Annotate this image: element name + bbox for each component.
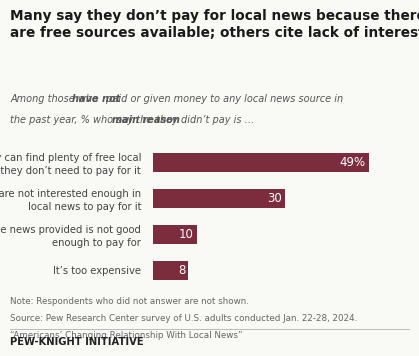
Text: 8: 8 xyxy=(178,264,185,277)
Text: Among those who: Among those who xyxy=(10,94,101,104)
Text: Source: Pew Research Center survey of U.S. adults conducted Jan. 22-28, 2024.: Source: Pew Research Center survey of U.… xyxy=(10,314,358,323)
Text: PEW-KNIGHT INITIATIVE: PEW-KNIGHT INITIATIVE xyxy=(10,337,144,347)
Text: “Americans’ Changing Relationship With Local News”: “Americans’ Changing Relationship With L… xyxy=(10,331,243,340)
Bar xyxy=(153,153,369,172)
Text: have not: have not xyxy=(72,94,121,104)
Text: 49%: 49% xyxy=(340,156,366,169)
Text: Many say they don’t pay for local news because there
are free sources available;: Many say they don’t pay for local news b… xyxy=(10,9,419,40)
Text: 30: 30 xyxy=(267,192,282,205)
Text: Note: Respondents who did not answer are not shown.: Note: Respondents who did not answer are… xyxy=(10,297,249,306)
Text: paid or given money to any local news source in: paid or given money to any local news so… xyxy=(103,94,343,104)
Text: they didn’t pay is …: they didn’t pay is … xyxy=(153,115,254,125)
Text: 10: 10 xyxy=(179,228,194,241)
Bar xyxy=(153,261,188,280)
Text: main reason: main reason xyxy=(112,115,180,125)
Bar xyxy=(153,189,285,208)
Text: the past year, % who say the: the past year, % who say the xyxy=(10,115,156,125)
Bar xyxy=(153,225,197,244)
